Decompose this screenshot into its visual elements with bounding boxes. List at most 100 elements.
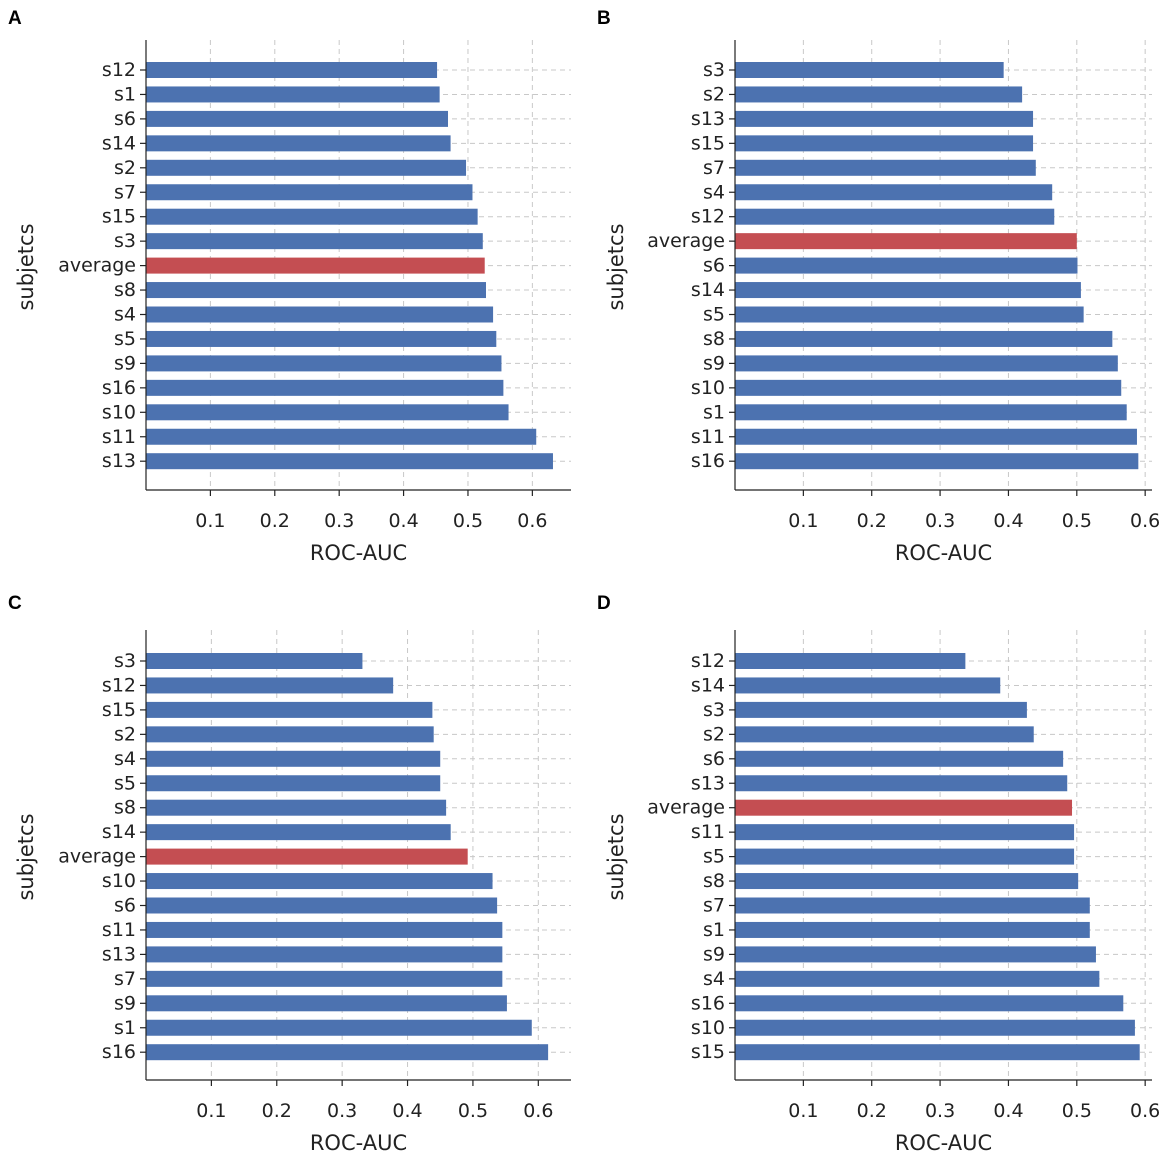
bar-s10 [735, 379, 1122, 396]
y-tick-label: s10 [102, 870, 136, 892]
bar-s1 [146, 86, 440, 103]
bar-s1 [735, 921, 1090, 938]
y-tick-label: s13 [691, 772, 725, 794]
bar-s6 [146, 897, 498, 914]
bar-s2 [146, 726, 434, 743]
bar-s5 [146, 775, 441, 792]
bar-s11 [735, 824, 1075, 841]
y-tick-label: s13 [102, 943, 136, 965]
bar-s7 [146, 184, 473, 201]
x-tick-label: 0.4 [388, 510, 418, 532]
x-tick-label: 0.2 [262, 1100, 292, 1122]
y-tick-label: s3 [703, 59, 725, 81]
y-tick-label: s14 [691, 279, 725, 301]
bar-s13 [735, 110, 1034, 127]
y-tick-label: average [58, 846, 136, 868]
y-tick-label: s4 [114, 748, 136, 770]
bar-s14 [146, 135, 451, 152]
bar-s5 [146, 330, 497, 347]
bar-average [146, 848, 468, 865]
bar-average [735, 233, 1077, 250]
bar-s14 [735, 282, 1081, 299]
y-tick-label: s9 [114, 352, 136, 374]
bar-s2 [146, 159, 467, 176]
y-tick-label: s14 [102, 132, 136, 154]
y-tick-label: s2 [703, 723, 725, 745]
y-tick-label: s6 [703, 748, 725, 770]
y-tick-label: average [647, 230, 725, 252]
bar-s10 [146, 404, 509, 421]
bar-s1 [146, 1019, 532, 1036]
bar-s11 [146, 921, 503, 938]
bar-average [146, 257, 485, 274]
y-tick-label: s7 [114, 181, 136, 203]
y-tick-label: s13 [102, 450, 136, 472]
bar-s11 [735, 428, 1137, 445]
y-tick-label: s13 [691, 108, 725, 130]
x-tick-label: 0.4 [993, 1100, 1023, 1122]
bar-s3 [146, 233, 483, 250]
bar-s3 [735, 701, 1027, 718]
y-tick-label: s5 [703, 846, 725, 868]
y-tick-label: s1 [114, 1017, 136, 1039]
bar-s13 [735, 775, 1068, 792]
bar-s6 [735, 257, 1078, 274]
x-tick-label: 0.6 [517, 510, 547, 532]
bar-s5 [735, 306, 1084, 323]
y-tick-label: s15 [691, 1041, 725, 1063]
bar-s16 [146, 1044, 549, 1061]
y-tick-label: s8 [114, 279, 136, 301]
y-tick-label: s9 [114, 992, 136, 1014]
y-axis-title: subjetcs [14, 223, 38, 310]
y-tick-label: s6 [114, 108, 136, 130]
bar-s9 [146, 355, 502, 372]
bar-s8 [735, 330, 1113, 347]
y-tick-label: s16 [102, 1041, 136, 1063]
bar-s15 [735, 135, 1034, 152]
y-tick-label: s16 [102, 377, 136, 399]
bar-s9 [735, 946, 1096, 963]
x-tick-label: 0.3 [925, 510, 955, 532]
y-tick-label: s7 [703, 157, 725, 179]
x-tick-label: 0.1 [195, 510, 225, 532]
bar-s5 [735, 848, 1075, 865]
x-axis-title: ROC-AUC [310, 1131, 407, 1155]
y-tick-label: s16 [691, 992, 725, 1014]
y-tick-label: s9 [703, 352, 725, 374]
y-tick-label: s4 [114, 304, 136, 326]
y-tick-label: s9 [703, 943, 725, 965]
bar-s8 [735, 873, 1079, 890]
y-tick-label: s5 [114, 328, 136, 350]
bar-s8 [146, 282, 486, 299]
bar-s3 [735, 62, 1004, 78]
bar-s12 [735, 653, 966, 669]
y-tick-label: s2 [114, 723, 136, 745]
y-tick-label: s12 [102, 59, 136, 81]
x-axis-title: ROC-AUC [310, 541, 407, 565]
y-tick-label: s11 [691, 426, 725, 448]
y-tick-label: s5 [703, 304, 725, 326]
bar-s16 [735, 995, 1124, 1012]
x-tick-label: 0.4 [392, 1100, 422, 1122]
panel-label: A [8, 8, 22, 29]
y-tick-label: s6 [703, 255, 725, 277]
y-tick-label: s1 [703, 401, 725, 423]
y-tick-label: s2 [114, 157, 136, 179]
bar-s12 [146, 677, 394, 694]
x-axis-title: ROC-AUC [895, 1131, 992, 1155]
bar-s15 [146, 701, 433, 718]
y-tick-label: s15 [102, 699, 136, 721]
y-tick-label: s10 [102, 401, 136, 423]
bar-s16 [735, 453, 1139, 470]
bar-s4 [735, 184, 1053, 201]
x-tick-label: 0.2 [857, 1100, 887, 1122]
bar-s4 [735, 970, 1100, 987]
x-tick-label: 0.2 [260, 510, 290, 532]
y-tick-label: s7 [114, 968, 136, 990]
y-tick-label: s11 [102, 919, 136, 941]
y-tick-label: s3 [114, 230, 136, 252]
y-tick-label: average [647, 797, 725, 819]
bar-s2 [735, 86, 1023, 103]
y-tick-label: s15 [102, 206, 136, 228]
y-tick-label: s2 [703, 83, 725, 105]
